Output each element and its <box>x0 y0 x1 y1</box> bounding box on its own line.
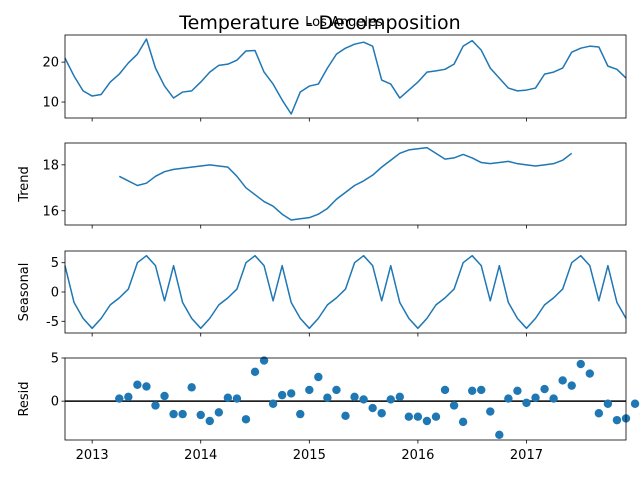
resid-point <box>531 393 540 402</box>
resid-point <box>522 398 531 408</box>
xtick-label: 2014 <box>184 448 217 463</box>
resid-point <box>504 394 513 403</box>
resid-point <box>187 383 196 392</box>
resid-point <box>477 385 486 395</box>
resid-point <box>133 380 142 389</box>
seasonal-ylabel: Seasonal <box>17 263 32 322</box>
resid-point <box>115 394 124 403</box>
resid-point <box>214 408 224 417</box>
seasonal-ytick-label: 5 <box>51 256 59 271</box>
resid-point <box>540 384 549 394</box>
resid-point <box>449 401 459 410</box>
resid-point <box>458 417 468 427</box>
observed-series-line <box>64 38 627 115</box>
resid-point <box>296 409 305 419</box>
resid-axes-frame <box>64 357 627 441</box>
trend-ylabel: Trend <box>17 166 32 203</box>
resid-point <box>513 386 522 395</box>
resid-ylabel: Resid <box>17 381 32 416</box>
resid-point <box>332 385 341 395</box>
seasonal-series-line <box>64 254 627 330</box>
resid-point <box>142 382 151 391</box>
figure-title: Temperature - Decomposition <box>178 12 460 34</box>
resid-point <box>305 385 314 395</box>
resid-point <box>359 395 368 404</box>
resid-point <box>160 391 169 401</box>
resid-point <box>630 399 640 408</box>
resid-point <box>395 392 404 402</box>
resid-point <box>558 376 567 385</box>
panel-trend: 16 18 Trend <box>17 142 627 229</box>
resid-point <box>223 393 233 402</box>
resid-point <box>205 416 214 426</box>
resid-point <box>576 359 585 369</box>
xtick-label: 2017 <box>510 448 543 463</box>
resid-point <box>232 394 242 403</box>
resid-point <box>250 367 260 377</box>
resid-point <box>404 412 414 421</box>
resid-point <box>178 409 187 419</box>
resid-point <box>377 409 386 418</box>
resid-point <box>341 411 350 421</box>
xtick-label: 2013 <box>76 448 109 463</box>
resid-ytick-label: 0 <box>51 395 59 410</box>
resid-point <box>368 403 377 413</box>
resid-point <box>124 392 133 402</box>
resid-point <box>314 372 323 382</box>
resid-point <box>440 385 450 395</box>
resid-point <box>277 390 287 400</box>
resid-point <box>612 415 622 425</box>
resid-point <box>495 430 504 440</box>
xtick-label: 2016 <box>401 448 434 463</box>
seasonal-ytick-label: 0 <box>51 286 59 301</box>
trend-ytick-label: 16 <box>42 204 59 219</box>
resid-ytick-label: 5 <box>51 352 59 367</box>
resid-point <box>350 392 359 402</box>
resid-point <box>241 415 251 424</box>
resid-point <box>268 399 278 408</box>
observed-panel-title: Los Angeles <box>305 15 383 30</box>
resid-point <box>467 386 477 395</box>
resid-point <box>259 356 269 365</box>
resid-point <box>422 416 432 426</box>
resid-point <box>585 369 595 378</box>
resid-point <box>567 381 576 390</box>
observed-ytick-label: 10 <box>42 96 59 111</box>
resid-point <box>287 389 296 398</box>
seasonal-axes-frame <box>64 250 627 334</box>
observed-ytick-label: 20 <box>42 56 59 71</box>
resid-point <box>603 399 613 408</box>
trend-ytick-label: 18 <box>42 158 59 173</box>
observed-axes-frame <box>64 34 627 119</box>
resid-point <box>431 412 441 421</box>
resid-point <box>549 394 558 403</box>
resid-point <box>323 393 332 402</box>
panel-seasonal: -5 0 5 Seasonal <box>17 250 627 337</box>
xtick-label: 2015 <box>293 448 326 463</box>
resid-point <box>169 409 178 419</box>
resid-point <box>413 412 423 421</box>
trend-series-line <box>118 146 573 221</box>
resid-point <box>196 410 205 420</box>
trend-axes-frame <box>64 142 627 226</box>
resid-point <box>486 407 495 416</box>
panel-observed: 10 20 <box>42 34 627 122</box>
resid-point <box>594 409 604 418</box>
panel-resid: 0 5 Resid 2013 2014 2015 2016 2017 <box>17 352 640 463</box>
resid-point <box>151 401 160 410</box>
resid-point <box>386 395 395 404</box>
seasonal-ytick-label: -5 <box>46 315 59 330</box>
